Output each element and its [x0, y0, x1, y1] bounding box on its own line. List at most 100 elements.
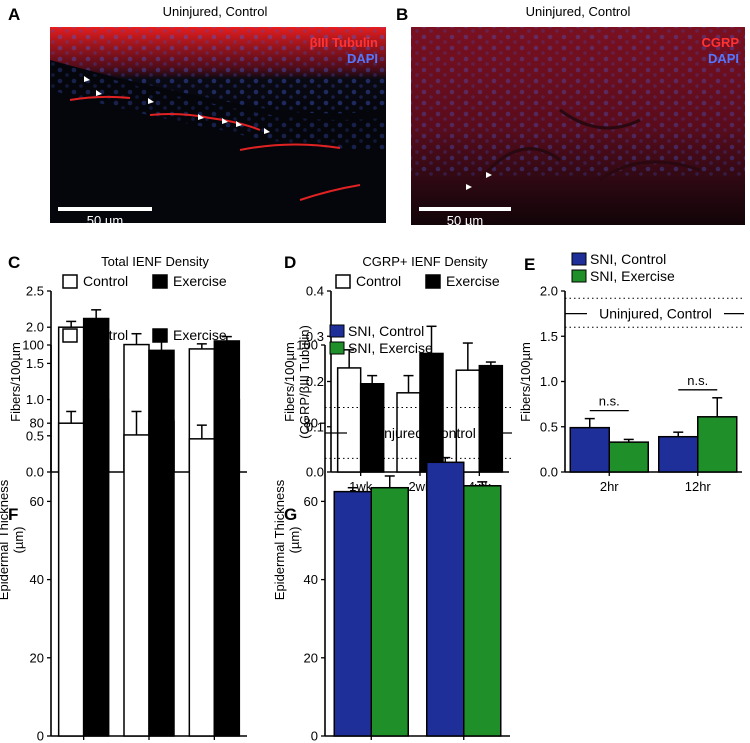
y-tick-label: 2.5 [26, 284, 44, 299]
y-tick-label: 1.0 [26, 392, 44, 407]
stain-label-a-1: βIII Tubulin [310, 35, 378, 50]
legend-label: Exercise [173, 327, 227, 343]
legend-label: Exercise [173, 273, 227, 289]
y-tick-label: 0.5 [540, 419, 558, 434]
legend-label: SNI, Exercise [590, 268, 675, 284]
legend-label: SNI, Control [590, 251, 666, 267]
scale-bar-label-a: 50 µm [87, 213, 123, 228]
y-tick-label: 80 [30, 416, 44, 431]
y-axis-label: Fibers/100µm [282, 342, 297, 422]
reference-label: Uninjured, Control [599, 306, 712, 322]
y-tick-label: 0.5 [26, 428, 44, 443]
y-tick-label: 100 [22, 338, 44, 353]
y-axis-label: (µm) [11, 527, 26, 554]
micrograph-panel-a: A Uninjured, Control βIII Tubulin DAPI 5… [8, 4, 386, 228]
panel-letter-c: C [8, 253, 20, 272]
dermal-folds-b [478, 108, 701, 182]
x-tick-label: 12hr [685, 479, 712, 494]
panel-letter-a: A [8, 5, 20, 24]
scale-bar-b [419, 207, 511, 211]
legend-swatch [425, 274, 441, 289]
bar-12hr-snicontrol [426, 461, 465, 737]
y-tick-label: 60 [304, 494, 318, 509]
y-tick-label: 40 [30, 572, 44, 587]
bar-1wk-control [336, 367, 362, 473]
significance-label: n.s. [687, 373, 708, 388]
y-axis-label: Epidermal Thickness [0, 479, 11, 600]
stain-label-b-1: CGRP [701, 35, 739, 50]
bar-2hr-sniexercise [370, 486, 409, 737]
y-tick-label: 100 [296, 338, 318, 353]
arrowheads-a [84, 76, 270, 134]
bar-1wk-exercise [82, 398, 110, 737]
y-tick-label: 0.0 [540, 465, 558, 480]
y-tick-label: 20 [304, 650, 318, 665]
nuclei-texture-a [50, 27, 386, 114]
reference-label: Uninjured, Control [363, 425, 476, 441]
legend-label: Exercise [446, 273, 500, 289]
y-axis-label: Fibers/100µm [8, 342, 23, 422]
y-tick-label: 20 [30, 650, 44, 665]
x-tick-label: 2hr [600, 479, 619, 494]
y-tick-label: 1.0 [540, 374, 558, 389]
legend-label: SNI, Exercise [348, 340, 433, 356]
panel-letter-d: D [284, 253, 296, 272]
y-tick-label: 0.3 [306, 329, 324, 344]
arrowheads-b [466, 172, 492, 190]
panel-a-title: Uninjured, Control [163, 4, 268, 19]
significance-label: n.s. [599, 394, 620, 409]
y-axis-label: (µm) [287, 527, 302, 554]
y-axis-label: Fibers/100µm [518, 342, 533, 422]
bar-2hr-snicontrol [569, 426, 610, 473]
y-tick-label: 1.5 [26, 356, 44, 371]
y-tick-label: 0 [37, 729, 44, 743]
legend-swatch [329, 341, 345, 355]
panel-letter-g: G [284, 505, 297, 524]
scale-bar-a [58, 207, 152, 211]
y-axis-label: (CGRP/βIII Tubulin) [297, 325, 312, 439]
legend-swatch [62, 274, 78, 289]
bar-1wk-control [57, 422, 85, 737]
x-tick-label: 1wk [349, 479, 373, 494]
legend-swatch [152, 328, 168, 343]
chart-e: E Uninjured, Control 0.0 0.5 1.0 1.5 2.0 Fibers… [518, 251, 744, 494]
bar-4wk-exercise [478, 364, 504, 473]
legend-swatch [571, 269, 587, 283]
panel-letter-b: B [396, 5, 408, 24]
y-tick-label: 0 [311, 729, 318, 743]
legend-label: SNI, Control [348, 323, 424, 339]
legend-swatch [335, 274, 351, 289]
panel-b-title: Uninjured, Control [526, 4, 631, 19]
nuclei-texture-b [411, 27, 745, 177]
bar-12hr-snicontrol [658, 435, 699, 473]
legend-swatch [571, 252, 587, 266]
bar-4wk-exercise [213, 398, 241, 737]
legend-label: Control [356, 273, 401, 289]
bar-12hr-sniexercise [463, 485, 502, 737]
y-tick-label: 2.0 [26, 320, 44, 335]
bar-12hr-sniexercise [697, 416, 738, 473]
legend-label: Control [83, 273, 128, 289]
panel-letter-e: E [524, 255, 535, 274]
stain-label-a-2: DAPI [347, 51, 378, 66]
y-tick-label: 40 [304, 572, 318, 587]
y-tick-label: 0.4 [306, 284, 324, 299]
chart-d: D CGRP+ IENF Density 0.0 0.1 0.2 0.3 0.4 Fibers… [282, 253, 509, 494]
bar-2wk-exercise [419, 352, 444, 473]
legend-swatch [62, 328, 78, 343]
charts-layer: C Total IENF Density 0.0 0.5 1.0 1.5 2.0 2.5 Fib… [0, 251, 744, 743]
chart-title: Total IENF Density [101, 254, 209, 269]
bar-2hr-snicontrol [333, 490, 372, 737]
stain-label-b-2: DAPI [708, 51, 739, 66]
y-tick-label: 0.1 [306, 419, 324, 434]
chart-g: G Uninjured, Control 0 20 40 60 80 100 Epidermal… [272, 323, 512, 743]
y-axis-label: Epidermal Thickness [272, 479, 287, 600]
panel-letter-f: F [8, 505, 18, 524]
y-tick-label: 80 [304, 416, 318, 431]
y-tick-label: 60 [30, 494, 44, 509]
micrograph-panel-b: B Uninjured, Control CGRP DAPI 50 µm [396, 4, 745, 228]
dermis-nuclei-a [50, 60, 386, 150]
bar-2wk-exercise [148, 420, 175, 737]
bar-2wk-control [123, 434, 150, 737]
